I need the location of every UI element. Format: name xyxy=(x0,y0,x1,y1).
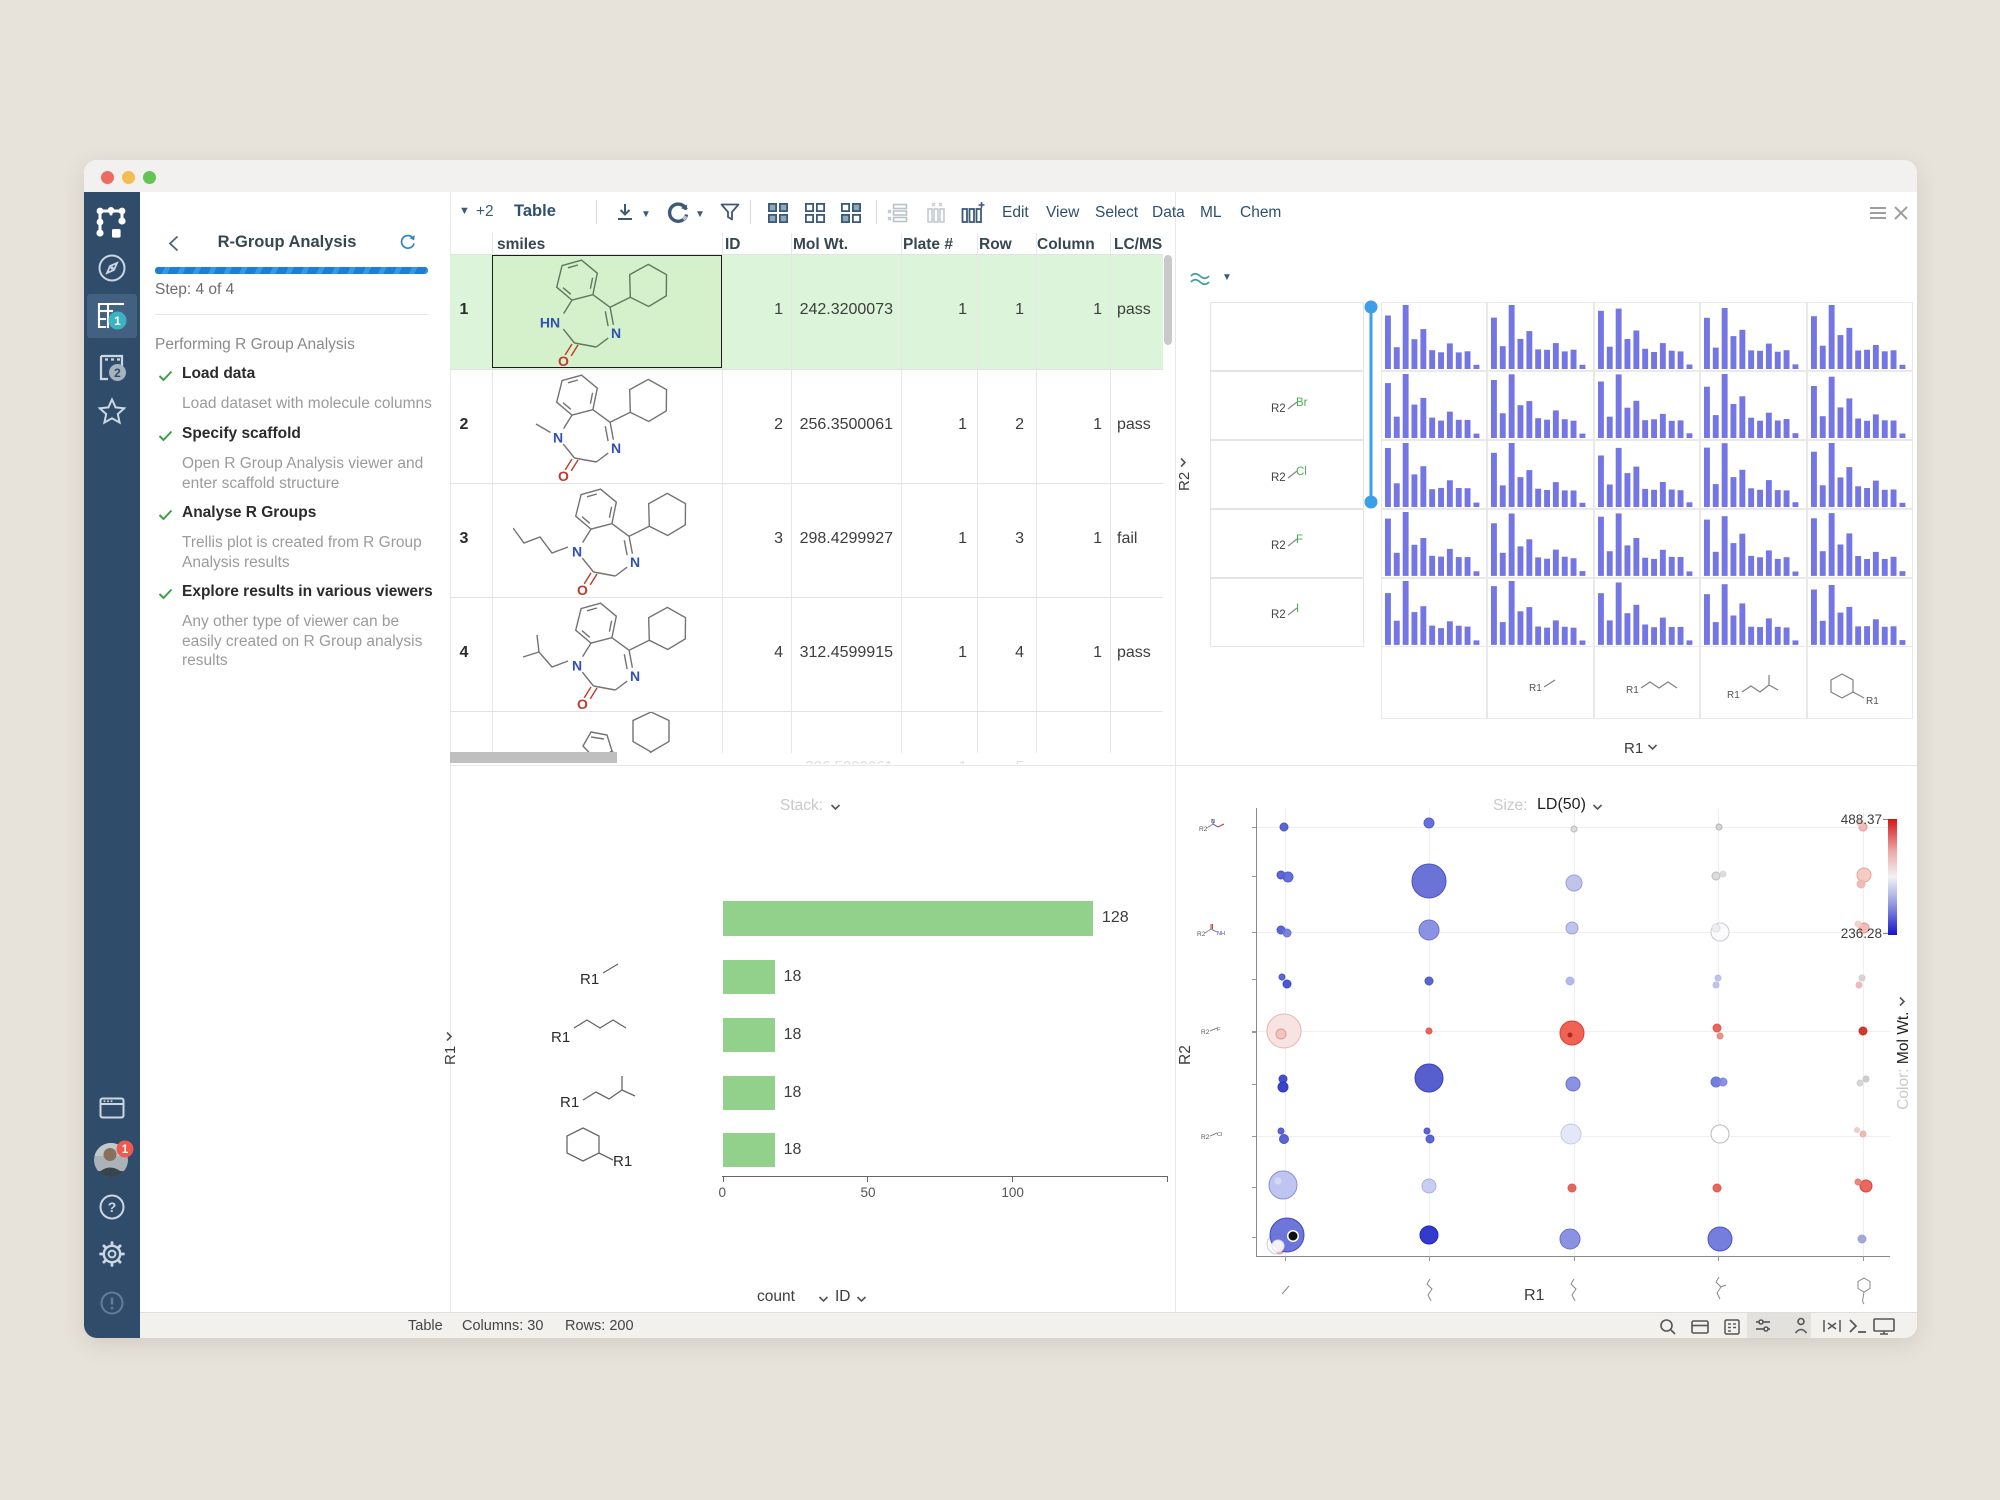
svg-text:N: N xyxy=(630,668,640,684)
svg-text:N: N xyxy=(1211,819,1215,825)
svg-text:O: O xyxy=(577,696,588,712)
svg-text:R2: R2 xyxy=(1201,1029,1210,1036)
svg-text:N: N xyxy=(572,544,582,560)
svg-text:N: N xyxy=(630,554,640,570)
svg-text:NH: NH xyxy=(1217,931,1225,937)
svg-text:O: O xyxy=(558,353,569,369)
svg-text:HN: HN xyxy=(540,315,560,331)
svg-text:N: N xyxy=(553,430,563,446)
svg-text:?: ? xyxy=(108,1199,117,1215)
svg-text:1: 1 xyxy=(122,1144,129,1156)
svg-text:N: N xyxy=(611,440,621,456)
svg-text:R2: R2 xyxy=(1199,826,1208,833)
svg-text:Cl: Cl xyxy=(1217,1132,1222,1138)
svg-text:R2: R2 xyxy=(1197,931,1206,938)
svg-text:O: O xyxy=(558,468,569,484)
svg-text:N: N xyxy=(611,325,621,341)
svg-text:F: F xyxy=(1217,1027,1221,1033)
svg-text:2: 2 xyxy=(114,366,121,380)
svg-text:R2: R2 xyxy=(1201,1134,1210,1141)
svg-text:1: 1 xyxy=(114,314,121,328)
svg-text:O: O xyxy=(577,582,588,598)
svg-text:N: N xyxy=(572,658,582,674)
